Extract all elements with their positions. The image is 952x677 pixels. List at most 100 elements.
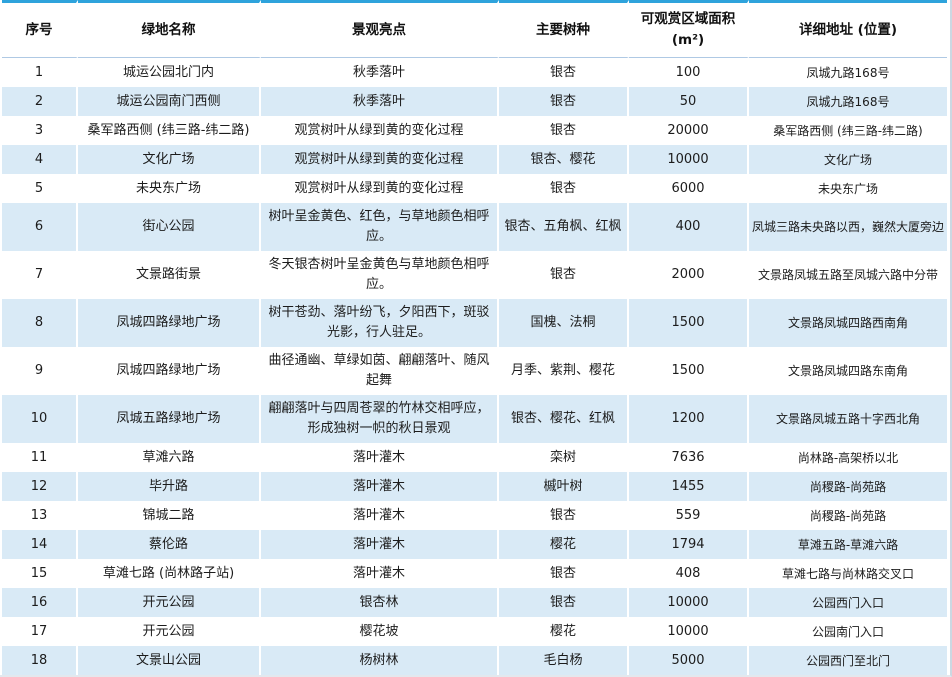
column-header-area: 可观赏区域面积 (m²) <box>629 0 749 58</box>
table-cell: 草滩五路-草滩六路 <box>749 530 947 559</box>
table-cell: 观赏树叶从绿到黄的变化过程 <box>261 116 499 145</box>
table-row: 17 开元公园 樱花坡 樱花 10000 公园南门入口 <box>2 617 947 646</box>
table-cell: 11 <box>2 443 78 472</box>
table-cell: 50 <box>629 87 749 116</box>
table-cell: 2000 <box>629 251 749 299</box>
table-row: 16 开元公园 银杏林 银杏 10000 公园西门入口 <box>2 588 947 617</box>
table-cell: 桑军路西侧 (纬三路-纬二路) <box>78 116 261 145</box>
table-cell: 尚稷路-尚苑路 <box>749 472 947 501</box>
table-cell: 未央东广场 <box>78 174 261 203</box>
table-cell: 公园西门入口 <box>749 588 947 617</box>
table-cell: 树叶呈金黄色、红色，与草地颜色相呼应。 <box>261 203 499 251</box>
table-cell: 1794 <box>629 530 749 559</box>
table-cell: 杨树林 <box>261 646 499 675</box>
table-row: 12 毕升路 落叶灌木 槭叶树 1455 尚稷路-尚苑路 <box>2 472 947 501</box>
table-cell: 5 <box>2 174 78 203</box>
table-cell: 8 <box>2 299 78 347</box>
column-header-name: 绿地名称 <box>78 0 261 58</box>
table-cell: 银杏 <box>499 174 629 203</box>
table-cell: 秋季落叶 <box>261 87 499 116</box>
table-cell: 100 <box>629 58 749 87</box>
table-cell: 400 <box>629 203 749 251</box>
table-cell: 银杏 <box>499 559 629 588</box>
table-cell: 草滩七路 (尚林路子站) <box>78 559 261 588</box>
table-cell: 4 <box>2 145 78 174</box>
table-cell: 文化广场 <box>78 145 261 174</box>
table-cell: 1200 <box>629 395 749 443</box>
table-row: 10 凤城五路绿地广场 翩翩落叶与四周苍翠的竹林交相呼应，形成独树一帜的秋日景观 银杏… <box>2 395 947 443</box>
table-cell: 10000 <box>629 617 749 646</box>
table-cell: 2 <box>2 87 78 116</box>
table-cell: 12 <box>2 472 78 501</box>
table-cell: 3 <box>2 116 78 145</box>
table-cell: 樱花坡 <box>261 617 499 646</box>
table-cell: 凤城九路168号 <box>749 87 947 116</box>
table-cell: 银杏、樱花 <box>499 145 629 174</box>
table-cell: 银杏、五角枫、红枫 <box>499 203 629 251</box>
table-row: 2 城运公园南门西侧 秋季落叶 银杏 50 凤城九路168号 <box>2 87 947 116</box>
column-header-highlight: 景观亮点 <box>261 0 499 58</box>
table-cell: 银杏 <box>499 116 629 145</box>
table-cell: 尚稷路-尚苑路 <box>749 501 947 530</box>
table-cell: 观赏树叶从绿到黄的变化过程 <box>261 174 499 203</box>
table-cell: 文景路凤城五路十字西北角 <box>749 395 947 443</box>
table-row: 5 未央东广场 观赏树叶从绿到黄的变化过程 银杏 6000 未央东广场 <box>2 174 947 203</box>
table-cell: 文景山公园 <box>78 646 261 675</box>
table-cell: 银杏、樱花、红枫 <box>499 395 629 443</box>
table-cell: 银杏 <box>499 588 629 617</box>
table-cell: 尚林路-高架桥以北 <box>749 443 947 472</box>
table-cell: 408 <box>629 559 749 588</box>
table-row: 13 锦城二路 落叶灌木 银杏 559 尚稷路-尚苑路 <box>2 501 947 530</box>
table-cell: 冬天银杏树叶呈金黄色与草地颜色相呼应。 <box>261 251 499 299</box>
table-cell: 未央东广场 <box>749 174 947 203</box>
table-cell: 1500 <box>629 347 749 395</box>
table-cell: 树干苍劲、落叶纷飞，夕阳西下，斑驳光影，行人驻足。 <box>261 299 499 347</box>
table-cell: 城运公园北门内 <box>78 58 261 87</box>
table-cell: 7 <box>2 251 78 299</box>
table-cell: 樱花 <box>499 530 629 559</box>
table-cell: 锦城二路 <box>78 501 261 530</box>
table-row: 1 城运公园北门内 秋季落叶 银杏 100 凤城九路168号 <box>2 58 947 87</box>
table-cell: 月季、紫荆、樱花 <box>499 347 629 395</box>
table-cell: 开元公园 <box>78 588 261 617</box>
table-cell: 开元公园 <box>78 617 261 646</box>
table-cell: 1455 <box>629 472 749 501</box>
table-cell: 银杏林 <box>261 588 499 617</box>
table-cell: 桑军路西侧 (纬三路-纬二路) <box>749 116 947 145</box>
table-cell: 蔡伦路 <box>78 530 261 559</box>
table-cell: 20000 <box>629 116 749 145</box>
table-cell: 13 <box>2 501 78 530</box>
table-body: 1 城运公园北门内 秋季落叶 银杏 100 凤城九路168号 2 城运公园南门西侧 秋季落叶 银杏… <box>2 58 947 675</box>
table-cell: 文景路凤城四路东南角 <box>749 347 947 395</box>
table-cell: 落叶灌木 <box>261 472 499 501</box>
table-cell: 观赏树叶从绿到黄的变化过程 <box>261 145 499 174</box>
table-cell: 6 <box>2 203 78 251</box>
table-row: 9 凤城四路绿地广场 曲径通幽、草绿如茵、翩翩落叶、随风起舞 月季、紫荆、樱花 1500… <box>2 347 947 395</box>
column-header-species: 主要树种 <box>499 0 629 58</box>
table-cell: 落叶灌木 <box>261 501 499 530</box>
table-cell: 文景路凤城四路西南角 <box>749 299 947 347</box>
table-cell: 樱花 <box>499 617 629 646</box>
table-cell: 5000 <box>629 646 749 675</box>
table-cell: 17 <box>2 617 78 646</box>
table-cell: 街心公园 <box>78 203 261 251</box>
table-cell: 栾树 <box>499 443 629 472</box>
column-header-address: 详细地址 (位置) <box>749 0 947 58</box>
table-cell: 银杏 <box>499 501 629 530</box>
table-cell: 文景路凤城五路至凤城六路中分带 <box>749 251 947 299</box>
table-cell: 文景路街景 <box>78 251 261 299</box>
table-cell: 毛白杨 <box>499 646 629 675</box>
table-cell: 9 <box>2 347 78 395</box>
table-row: 15 草滩七路 (尚林路子站) 落叶灌木 银杏 408 草滩七路与尚林路交叉口 <box>2 559 947 588</box>
table-cell: 7636 <box>629 443 749 472</box>
table-cell: 文化广场 <box>749 145 947 174</box>
table-cell: 18 <box>2 646 78 675</box>
table-row: 6 街心公园 树叶呈金黄色、红色，与草地颜色相呼应。 银杏、五角枫、红枫 400 凤城三路… <box>2 203 947 251</box>
table-cell: 毕升路 <box>78 472 261 501</box>
table-cell: 银杏 <box>499 251 629 299</box>
table-cell: 银杏 <box>499 58 629 87</box>
table-cell: 公园西门至北门 <box>749 646 947 675</box>
table-row: 8 凤城四路绿地广场 树干苍劲、落叶纷飞，夕阳西下，斑驳光影，行人驻足。 国槐、法桐 1… <box>2 299 947 347</box>
